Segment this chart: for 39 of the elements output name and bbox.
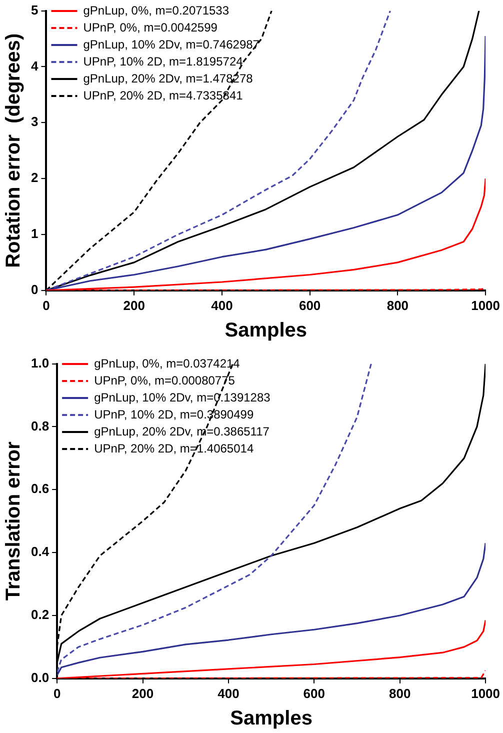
y-tick-label: 0.6 — [30, 481, 50, 496]
legend-label: gPnLup, 0%, m=0.2071533 — [83, 3, 230, 18]
legend-label: UPnP, 10% 2D, m=1.8195724 — [83, 54, 244, 68]
y-tick-label: 5 — [30, 2, 38, 18]
x-tick-label: 800 — [386, 298, 409, 313]
legend-label: UPnP, 0%, m=0.0042599 — [83, 20, 218, 34]
y-tick-label: 0.2 — [30, 607, 50, 622]
y-tick-label: 0.0 — [30, 670, 50, 685]
legend-label: UPnP, 10% 2D, m=0.3890499 — [94, 407, 254, 422]
y-tick-label: 4 — [30, 58, 39, 74]
x-tick-label: 1000 — [471, 298, 500, 313]
y-axis-title: Rotation error (degrees) — [2, 33, 25, 268]
legend-label: gPnLup, 10% 2Dv, m=0.1391283 — [94, 390, 271, 404]
x-axis-title: Samples — [230, 708, 312, 730]
y-tick-label: 0 — [30, 282, 38, 297]
x-tick-label: 600 — [303, 686, 326, 701]
x-tick-label: 400 — [218, 686, 240, 701]
y-tick-label: 0.8 — [30, 418, 50, 434]
legend-label: UPnP, 20% 2D, m=4.7335841 — [83, 88, 244, 102]
x-tick-label: 0 — [53, 686, 61, 701]
y-tick-label: 1 — [30, 226, 38, 242]
x-tick-label: 400 — [211, 298, 233, 313]
x-tick-label: 1000 — [471, 686, 500, 701]
x-tick-label: 200 — [132, 686, 154, 701]
x-axis-title: Samples — [224, 320, 308, 342]
x-tick-label: 800 — [388, 686, 411, 701]
x-tick-label: 600 — [298, 298, 321, 313]
legend-label: gPnLup, 0%, m=0.0374214 — [94, 356, 240, 370]
legend-label: UPnP, 0%, m=0.00080775 — [94, 373, 236, 388]
legend-label: gPnLup, 10% 2Dv, m=0.7462987 — [83, 37, 260, 52]
legend-label: gPnLup, 20% 2Dv, m=0.3865117 — [94, 424, 270, 438]
legend-label: gPnLup, 20% 2Dv, m=1.478278 — [83, 71, 254, 86]
x-tick-label: 200 — [123, 298, 145, 313]
y-tick-label: 2 — [30, 170, 38, 186]
legend-label: UPnP, 20% 2D, m=1.4065014 — [94, 441, 254, 456]
y-axis-title: Translation error — [2, 441, 25, 601]
y-tick-label: 1.0 — [30, 355, 50, 370]
y-tick-label: 0.4 — [30, 544, 50, 560]
y-tick-label: 3 — [30, 114, 38, 130]
